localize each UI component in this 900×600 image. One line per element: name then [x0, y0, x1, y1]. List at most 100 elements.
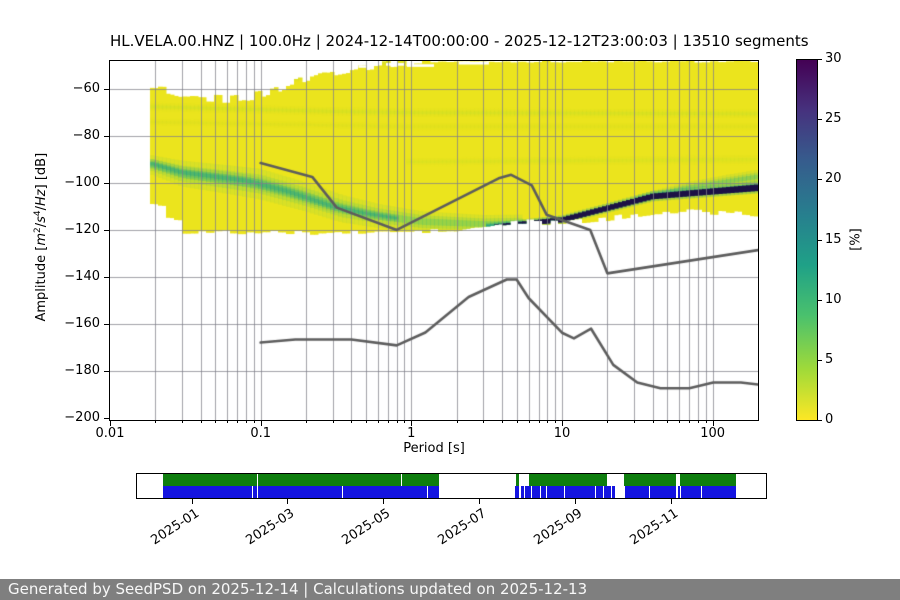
- x-tick-label: 0.01: [95, 426, 125, 441]
- availability-segment-blue: [252, 486, 257, 498]
- x-minor-tick: [351, 420, 353, 423]
- x-minor-tick: [306, 420, 307, 423]
- colorbar-tick: [818, 359, 822, 361]
- x-major-tick: [260, 420, 262, 426]
- footer-text: Generated by SeedPSD on 2025-12-14 | Cal…: [8, 580, 588, 598]
- availability-segment-blue: [701, 486, 736, 498]
- x-minor-tick: [365, 420, 367, 423]
- availability-date-label: 2025-01: [148, 506, 203, 549]
- x-minor-tick: [502, 420, 504, 423]
- x-minor-tick: [652, 420, 654, 423]
- x-minor-tick: [547, 420, 549, 423]
- availability-segment-blue: [595, 486, 603, 498]
- x-minor-tick: [698, 420, 700, 423]
- x-axis-label: Period [s]: [403, 441, 465, 456]
- y-tick-label: −180: [64, 362, 100, 378]
- colorbar-tick: [818, 239, 822, 241]
- availability-segment-blue: [611, 486, 615, 498]
- availability-segment-blue: [531, 486, 540, 498]
- x-minor-tick: [607, 420, 609, 423]
- x-tick-label: 1: [407, 426, 416, 441]
- availability-segment-blue: [547, 486, 564, 498]
- colorbar: [796, 59, 818, 421]
- availability-segment-blue: [163, 486, 252, 498]
- availability-segment-blue: [677, 486, 680, 498]
- x-minor-tick: [387, 420, 389, 423]
- x-minor-tick: [667, 420, 669, 423]
- x-minor-tick: [633, 420, 635, 423]
- x-minor-tick: [200, 420, 202, 423]
- availability-date-label: 2025-07: [435, 506, 490, 549]
- x-minor-tick: [483, 420, 485, 423]
- colorbar-tick-label: 20: [825, 171, 842, 187]
- colorbar-tick: [818, 179, 822, 181]
- availability-segment-green: [516, 474, 519, 486]
- y-major-tick: [104, 229, 110, 231]
- y-major-tick: [104, 136, 110, 138]
- x-minor-tick: [705, 420, 707, 423]
- availability-date-label: 2025-03: [243, 506, 298, 549]
- availability-segment-green: [258, 474, 401, 486]
- x-minor-tick: [377, 420, 379, 423]
- y-major-tick: [104, 417, 110, 419]
- availability-bar: [136, 473, 767, 499]
- x-minor-tick: [528, 420, 530, 423]
- x-minor-tick: [181, 420, 183, 423]
- x-minor-tick: [555, 420, 557, 423]
- x-minor-tick: [538, 420, 540, 423]
- availability-segment-green: [680, 474, 736, 486]
- y-tick-label: −200: [64, 409, 100, 425]
- availability-segment-green: [623, 474, 676, 486]
- availability-tick: [575, 499, 576, 504]
- x-minor-tick: [456, 420, 458, 423]
- availability-segment-blue: [258, 486, 342, 498]
- availability-segment-green: [401, 474, 439, 486]
- availability-segment-blue: [625, 486, 649, 498]
- plot-frame: [109, 60, 759, 421]
- availability-segment-blue: [525, 486, 531, 498]
- availability-tick: [192, 499, 193, 504]
- availability-segment-blue: [649, 486, 676, 498]
- colorbar-tick: [818, 299, 822, 301]
- x-minor-tick: [237, 420, 239, 423]
- colorbar-tick-label: 30: [825, 51, 842, 66]
- colorbar-tick-label: 10: [825, 291, 842, 307]
- x-major-tick: [561, 420, 563, 426]
- x-major-tick: [712, 420, 714, 426]
- availability-date-label: 2025-09: [531, 506, 586, 549]
- x-tick-label: 0.1: [250, 426, 271, 441]
- availability-date-label: 2025-05: [339, 506, 394, 549]
- plot-title: HL.VELA.00.HNZ | 100.0Hz | 2024-12-14T00…: [110, 32, 809, 50]
- x-minor-tick: [246, 420, 248, 423]
- y-major-tick: [104, 276, 110, 278]
- y-tick-label: −60: [72, 81, 100, 97]
- x-tick-label: 10: [553, 426, 571, 441]
- availability-segment-green: [529, 474, 607, 486]
- x-tick-label: 100: [700, 426, 726, 441]
- availability-segment-blue: [515, 486, 519, 498]
- y-tick-label: −140: [64, 268, 100, 284]
- colorbar-tick: [818, 119, 822, 121]
- x-minor-tick: [155, 420, 157, 423]
- x-minor-tick: [516, 420, 518, 423]
- colorbar-tick-label: 5: [825, 351, 834, 367]
- availability-date-label: 2025-11: [627, 506, 682, 549]
- availability-segment-green: [163, 474, 257, 486]
- colorbar-label: [%]: [848, 228, 864, 251]
- y-axis-label: Amplitude [m2/s4/Hz] [dB]: [32, 152, 50, 322]
- availability-segment-blue: [428, 486, 439, 498]
- availability-segment-blue: [680, 486, 701, 498]
- y-tick-label: −80: [72, 128, 100, 144]
- x-minor-tick: [396, 420, 398, 423]
- availability-segment-blue: [343, 486, 427, 498]
- availability-tick: [479, 499, 480, 504]
- x-major-tick: [110, 420, 111, 426]
- colorbar-tick-label: 0: [825, 412, 834, 427]
- y-major-tick: [104, 183, 110, 184]
- footer-bar: Generated by SeedPSD on 2025-12-14 | Cal…: [0, 579, 900, 600]
- x-minor-tick: [253, 420, 255, 423]
- x-minor-tick: [227, 420, 229, 423]
- y-tick-label: −100: [64, 175, 100, 190]
- y-tick-label: −160: [64, 315, 100, 331]
